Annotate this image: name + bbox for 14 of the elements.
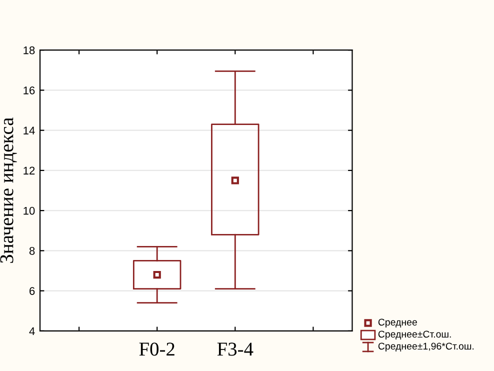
y-tick-label: 16 bbox=[24, 86, 35, 94]
y-tick-label: 4 bbox=[29, 327, 35, 335]
y-tick-label: 8 bbox=[29, 246, 35, 255]
y-tick-label: 14 bbox=[24, 126, 35, 134]
y-tick-label: 6 bbox=[30, 287, 35, 295]
y-tick-label: 18 bbox=[24, 46, 35, 54]
y-tick-label: 10 bbox=[24, 206, 35, 215]
text: Среднее±Ст.ош. bbox=[378, 330, 451, 340]
x-tick-label: F0-2 bbox=[139, 342, 174, 356]
y-tick-label: 12 bbox=[24, 166, 35, 174]
x-tick-label: F3-4 bbox=[217, 342, 254, 356]
text: Среднее±1,96*Ст.ош. bbox=[378, 342, 474, 352]
text: Среднее bbox=[378, 318, 417, 328]
y-axis-title: Значение индекса bbox=[0, 118, 17, 263]
